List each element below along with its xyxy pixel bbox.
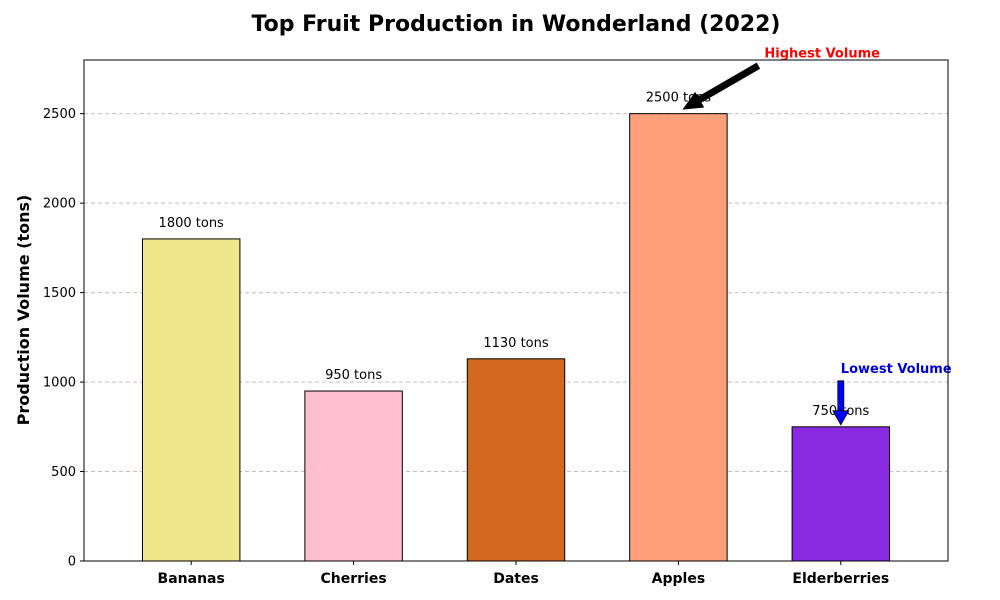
y-tick-label: 1000 [43, 376, 76, 391]
y-tick-label: 1500 [43, 286, 76, 301]
chart-title: Top Fruit Production in Wonderland (2022… [252, 12, 781, 37]
bar-apples [629, 113, 728, 562]
y-tick-label: 500 [51, 465, 76, 480]
bar-bananas [141, 238, 241, 562]
bars [141, 113, 891, 562]
x-tick-label: Dates [493, 571, 539, 587]
x-tick-label: Cherries [321, 571, 387, 587]
lowest-volume-arrow-head [832, 410, 850, 426]
bar-elderberries [791, 426, 891, 562]
plot-frame [83, 59, 949, 562]
y-tick-label: 0 [68, 555, 76, 570]
axis-ticks: 0 500 1000 1500 2000 2500 Bananas Cherries Dates… [43, 107, 889, 587]
y-tick-label: 2000 [43, 197, 76, 212]
bar-value-label: 1130 tons [483, 336, 549, 351]
lowest-volume-arrow-shaft [837, 380, 845, 412]
y-tick-label: 2500 [43, 107, 76, 122]
y-axis-label: Production Volume (tons) [14, 195, 33, 426]
bar-value-label: 1800 tons [159, 216, 225, 231]
highest-volume-annotation: Highest Volume [764, 47, 880, 62]
annotations: Highest Volume Lowest Volume [682, 47, 952, 426]
highest-volume-arrow-shaft [697, 62, 761, 103]
highest-volume-arrow-head [682, 91, 705, 110]
x-tick-label: Elderberries [792, 571, 889, 587]
lowest-volume-annotation: Lowest Volume [841, 362, 952, 377]
bar-dates [466, 358, 566, 562]
bar-cherries [304, 390, 403, 562]
x-tick-label: Bananas [158, 571, 225, 587]
x-tick-label: Apples [652, 571, 706, 587]
bar-value-label: 950 tons [325, 368, 382, 383]
